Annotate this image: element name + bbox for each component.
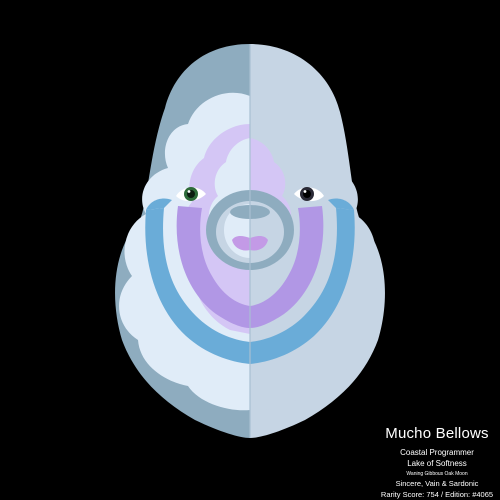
character-name: Mucho Bellows: [385, 425, 489, 442]
right-eye-icon: [294, 187, 324, 202]
character-moon: Waning Gibbous Oak Moon: [406, 471, 468, 477]
character-traits: Sincere, Vain & Sardonic: [395, 479, 479, 488]
character-place: Lake of Softness: [407, 459, 467, 468]
character-role: Coastal Programmer: [400, 448, 474, 457]
left-eye-icon: [176, 187, 206, 202]
blue-ring: [145, 198, 355, 364]
character-caption: Mucho Bellows Coastal Programmer Lake of…: [342, 424, 500, 500]
rarity-score: Rarity Score: 754 / Edition: #4065: [380, 490, 494, 499]
purple-swirl: [176, 206, 324, 328]
